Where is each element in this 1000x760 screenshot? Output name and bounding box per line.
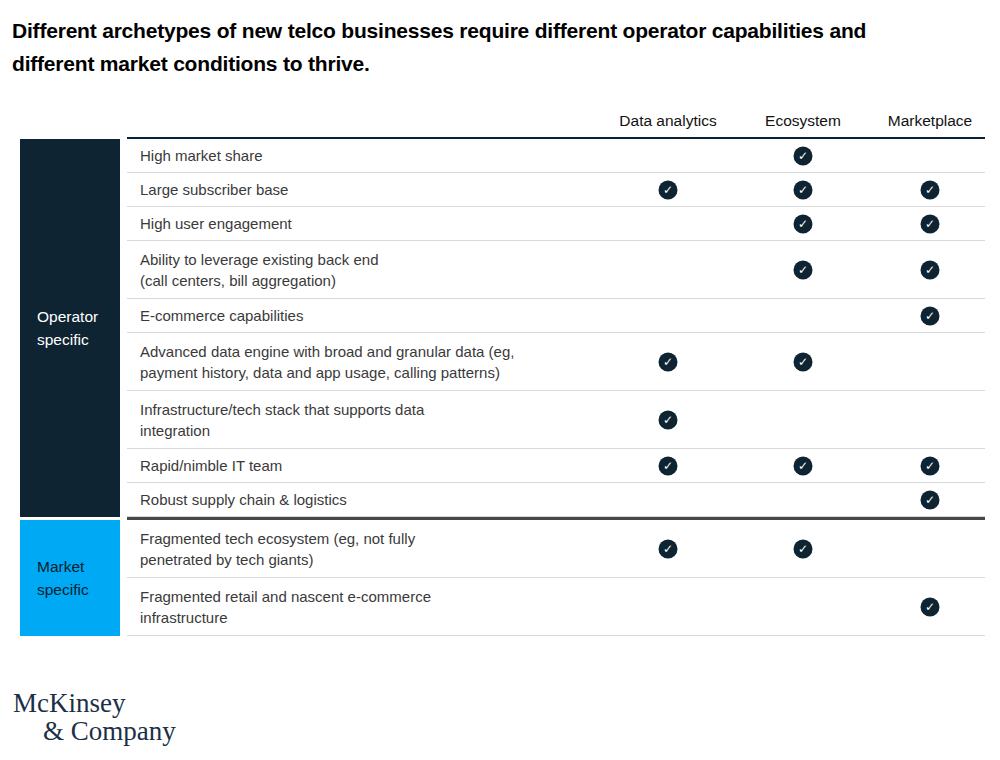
page-title: Different archetypes of new telco busine… [12,14,942,80]
check-icon: ✓ [921,456,940,475]
table-row: High market share✓ [127,139,985,173]
column-header-data-analytics: Data analytics [619,112,716,130]
row-group: High market share✓Large subscriber base✓… [127,139,985,517]
row-label: Infrastructure/tech stack that supports … [140,399,985,441]
row-label: Advanced data engine with broad and gran… [140,341,985,383]
row-label: High market share [140,145,985,166]
check-icon: ✓ [794,180,813,199]
check-icon: ✓ [794,352,813,371]
check-icon: ✓ [794,539,813,558]
check-icon: ✓ [921,597,940,616]
row-label: Fragmented tech ecosystem (eg, not fully… [140,528,985,570]
table-row: Ability to leverage existing back end(ca… [127,241,985,299]
check-icon: ✓ [659,180,678,199]
table-row: Robust supply chain & logistics✓ [127,483,985,517]
check-icon: ✓ [794,456,813,475]
check-icon: ✓ [921,306,940,325]
check-icon: ✓ [794,260,813,279]
check-icon: ✓ [659,352,678,371]
row-group: Fragmented tech ecosystem (eg, not fully… [127,520,985,636]
row-label: Ability to leverage existing back end(ca… [140,249,985,291]
check-icon: ✓ [659,539,678,558]
table-row: Fragmented tech ecosystem (eg, not fully… [127,520,985,578]
row-label: Robust supply chain & logistics [140,489,985,510]
table-row: E-commerce capabilities✓ [127,299,985,333]
table-row: Large subscriber base✓ ✓ ✓ [127,173,985,207]
row-group-label-market-specific: Market specific [20,520,120,636]
row-label: Large subscriber base [140,179,985,200]
table-row: Fragmented retail and nascent e-commerce… [127,578,985,636]
check-icon: ✓ [794,146,813,165]
row-label: Rapid/nimble IT team [140,455,985,476]
row-group-label-text: Market specific [37,555,120,601]
capability-matrix-table: High market share✓Large subscriber base✓… [127,137,985,636]
check-icon: ✓ [921,490,940,509]
logo-line-1: McKinsey [13,689,176,717]
check-icon: ✓ [921,214,940,233]
column-header-ecosystem: Ecosystem [765,112,841,130]
table-row: Advanced data engine with broad and gran… [127,333,985,391]
row-label: High user engagement [140,213,985,234]
check-icon: ✓ [659,410,678,429]
check-icon: ✓ [794,214,813,233]
row-group-label-text: Operator specific [37,305,120,351]
check-icon: ✓ [659,456,678,475]
row-label: E-commerce capabilities [140,305,985,326]
column-header-marketplace: Marketplace [888,112,972,130]
table-row: Rapid/nimble IT team✓ ✓ ✓ [127,449,985,483]
row-label: Fragmented retail and nascent e-commerce… [140,586,985,628]
check-icon: ✓ [921,180,940,199]
check-icon: ✓ [921,260,940,279]
table-row: Infrastructure/tech stack that supports … [127,391,985,449]
exhibit-canvas: { "title": "Different archetypes of new … [0,0,1000,760]
mckinsey-company-logo: McKinsey & Company [13,689,176,745]
row-group-label-operator-specific: Operator specific [20,139,120,517]
table-row: High user engagement✓ ✓ [127,207,985,241]
logo-line-2: & Company [43,717,176,745]
